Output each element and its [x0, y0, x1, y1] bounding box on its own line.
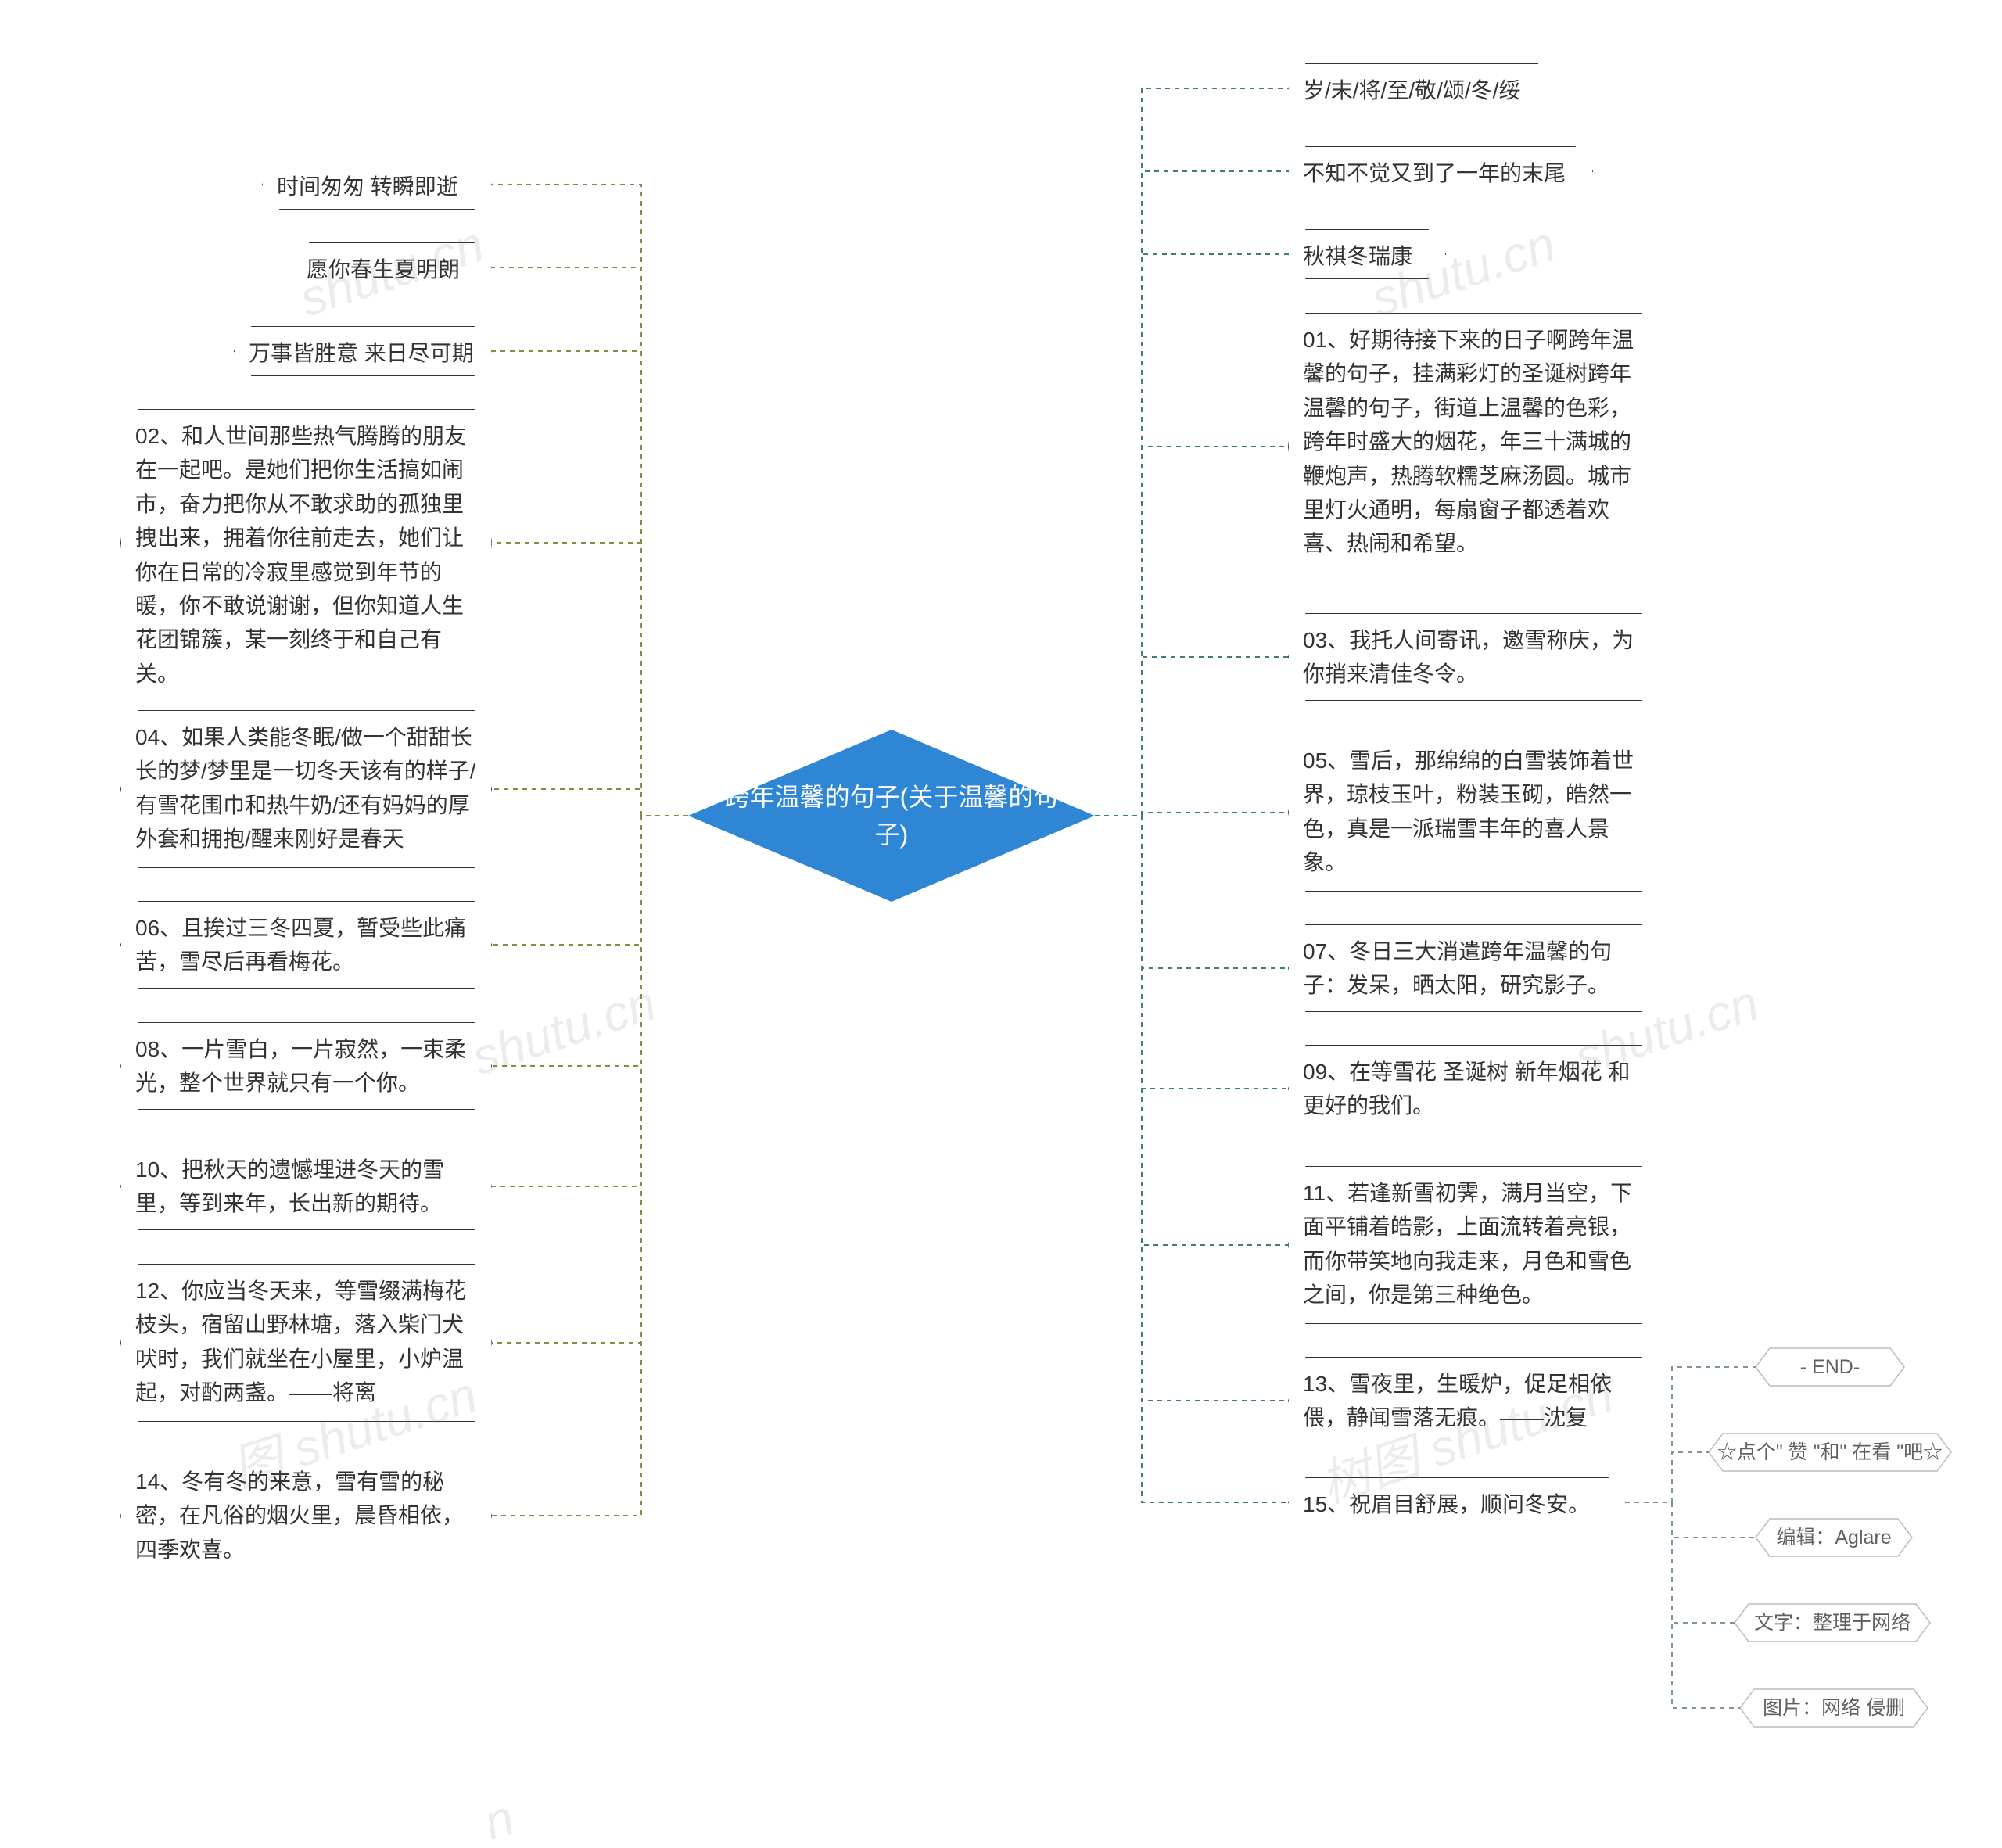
- left-node-8: 12、你应当冬天来，等雪缀满梅花枝头，宿留山野林塘，落入柴门犬吠时，我们就坐在小…: [121, 1265, 491, 1421]
- right-node-1: 不知不觉又到了一年的末尾: [1289, 147, 1592, 196]
- left-node-3: 02、和人世间那些热气腾腾的朋友在一起吧。是她们把你生活搞如闹市，奋力把你从不敢…: [121, 410, 491, 676]
- center-node: 跨年温馨的句子(关于温馨的句子): [688, 730, 1095, 902]
- right-node-9: 13、雪夜里，生暖炉，促足相依偎，静闻雪落无痕。——沈复: [1289, 1358, 1659, 1444]
- left-node-4: 04、如果人类能冬眠/做一个甜甜长长的梦/梦里是一切冬天该有的样子/有雪花围巾和…: [121, 711, 491, 867]
- sub-node-3: 文字：整理于网络: [1735, 1604, 1930, 1642]
- watermark-6: n: [476, 1788, 521, 1848]
- right-node-3: 01、好期待接下来的日子啊跨年温馨的句子，挂满彩灯的圣诞树跨年温馨的句子，街道上…: [1289, 314, 1659, 580]
- right-node-5: 05、雪后，那绵绵的白雪装饰着世界，琼枝玉叶，粉装玉砌，皓然一色，真是一派瑞雪丰…: [1289, 734, 1659, 891]
- sub-node-2: 编辑：Aglare: [1756, 1519, 1912, 1556]
- left-node-9: 14、冬有冬的来意，雪有雪的秘密，在凡俗的烟火里，晨昏相依，四季欢喜。: [121, 1455, 491, 1577]
- right-node-2: 秋祺冬瑞康: [1289, 230, 1445, 278]
- left-node-7: 10、把秋天的遗憾埋进冬天的雪里，等到来年，长出新的期待。: [121, 1143, 491, 1229]
- watermark-2: shutu.cn: [465, 973, 662, 1086]
- right-node-0: 岁/末/将/至/敬/颂/冬/绥: [1289, 64, 1555, 113]
- sub-node-1: ☆点个" 赞 "和" 在看 "吧☆: [1709, 1434, 1951, 1471]
- left-node-0: 时间匆匆 转瞬即逝: [263, 160, 491, 209]
- right-node-7: 09、在等雪花 圣诞树 新年烟花 和更好的我们。: [1289, 1046, 1659, 1132]
- right-node-8: 11、若逢新雪初霁，满月当空，下面平铺着皓影，上面流转着亮银，而你带笑地向我走来…: [1289, 1167, 1659, 1323]
- right-node-10: 15、祝眉目舒展，顺问冬安。: [1289, 1478, 1625, 1527]
- right-node-6: 07、冬日三大消遣跨年温馨的句子：发呆，晒太阳，研究影子。: [1289, 925, 1659, 1011]
- sub-node-4: 图片：网络 侵删: [1740, 1689, 1928, 1727]
- left-node-5: 06、且挨过三冬四夏，暂受些此痛苦，雪尽后再看梅花。: [121, 902, 491, 988]
- left-node-2: 万事皆胜意 来日尽可期: [235, 327, 491, 375]
- center-node-text: 跨年温馨的句子(关于温馨的句子): [712, 778, 1071, 853]
- left-node-6: 08、一片雪白，一片寂然，一束柔光，整个世界就只有一个你。: [121, 1023, 491, 1109]
- sub-node-0: - END-: [1756, 1348, 1904, 1386]
- right-node-4: 03、我托人间寄讯，邀雪称庆，为你捎来清佳冬令。: [1289, 614, 1659, 700]
- left-node-1: 愿你春生夏明朗: [292, 243, 491, 292]
